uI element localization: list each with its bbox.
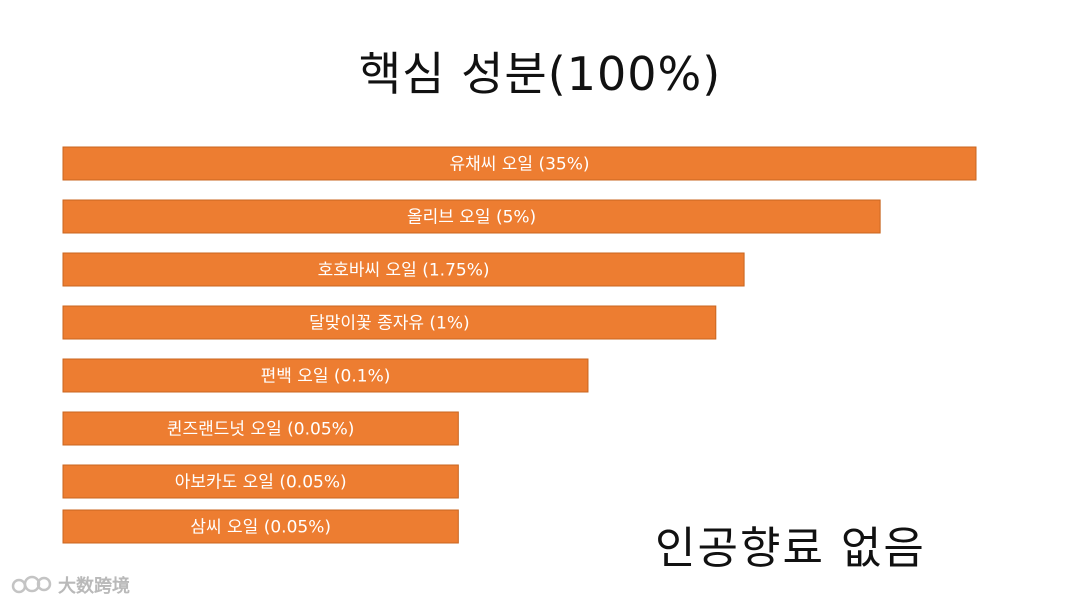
bar-6 <box>62 411 459 446</box>
bar-4 <box>62 305 717 340</box>
bar-label-7: 아보카도 오일 (0.05%) <box>175 473 347 493</box>
bar-3 <box>62 252 745 287</box>
bar-8 <box>62 509 459 544</box>
bar-label-8: 삼씨 오일 (0.05%) <box>190 518 331 538</box>
bar-label-2: 올리브 오일 (5%) <box>407 208 536 228</box>
bar-label-3: 호호바씨 오일 (1.75%) <box>318 261 490 281</box>
no-artificial-fragrance-note: 인공향료 없음 <box>655 523 926 574</box>
watermark: 大数跨境 <box>10 572 130 598</box>
bar-label-1: 유채씨 오일 (35%) <box>449 155 589 175</box>
bar-5 <box>62 358 589 393</box>
camera-lens-icon <box>11 575 52 594</box>
bar-1 <box>62 146 977 181</box>
bar-label-5: 편백 오일 (0.1%) <box>261 367 391 387</box>
bar-label-6: 퀸즈랜드넛 오일 (0.05%) <box>167 420 355 440</box>
watermark-text: 大数跨境 <box>58 576 130 597</box>
chart-title: 핵심 성분(100%) <box>358 47 722 101</box>
bar-7 <box>62 464 459 499</box>
bar-2 <box>62 199 881 234</box>
bar-label-4: 달맞이꽃 종자유 (1%) <box>309 314 470 334</box>
